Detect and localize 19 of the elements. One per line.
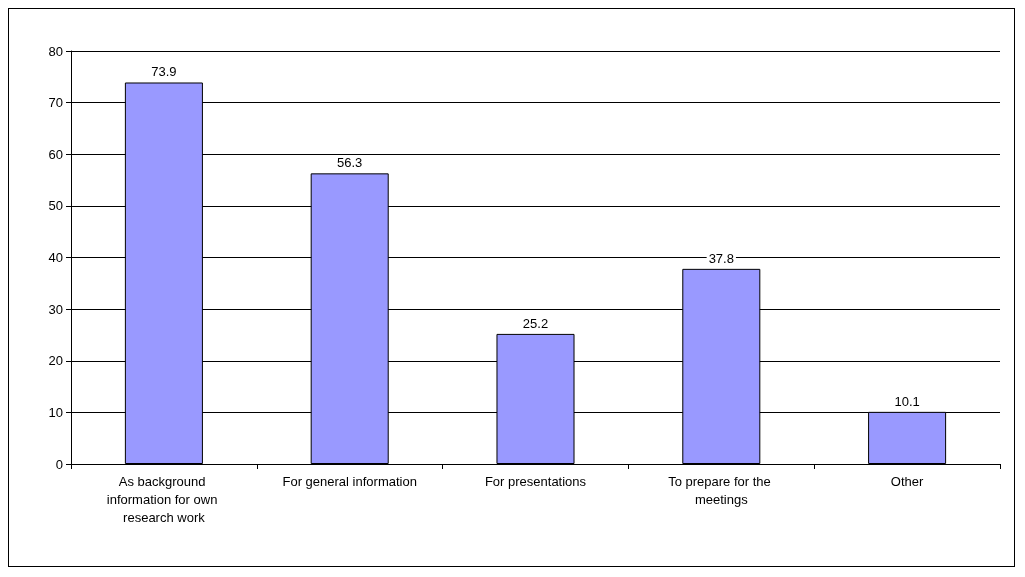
x-tick-label: Other	[890, 473, 925, 489]
y-tick-label: 20	[48, 353, 63, 369]
x-tick-label: For general information	[282, 473, 417, 489]
y-tick-label: 50	[48, 198, 63, 214]
data-label: 10.1	[894, 393, 920, 409]
y-tick-label: 70	[48, 95, 63, 111]
y-tick-label: 0	[55, 456, 63, 472]
y-tick-label: 80	[48, 43, 63, 59]
data-label: 25.2	[522, 315, 549, 331]
data-label: 73.9	[151, 64, 177, 80]
x-tick-label: As background information for own research work	[106, 473, 221, 525]
y-tick-label: 10	[48, 404, 63, 420]
x-tick-label: For presentations	[484, 473, 587, 489]
y-tick-label: 60	[48, 146, 63, 162]
data-label: 37.8	[708, 250, 734, 266]
y-tick-label: 40	[48, 250, 63, 265]
y-tick-label: 30	[48, 301, 63, 317]
x-tick-label: To prepare for the meetings	[668, 473, 775, 507]
data-label: 56.3	[337, 155, 363, 171]
